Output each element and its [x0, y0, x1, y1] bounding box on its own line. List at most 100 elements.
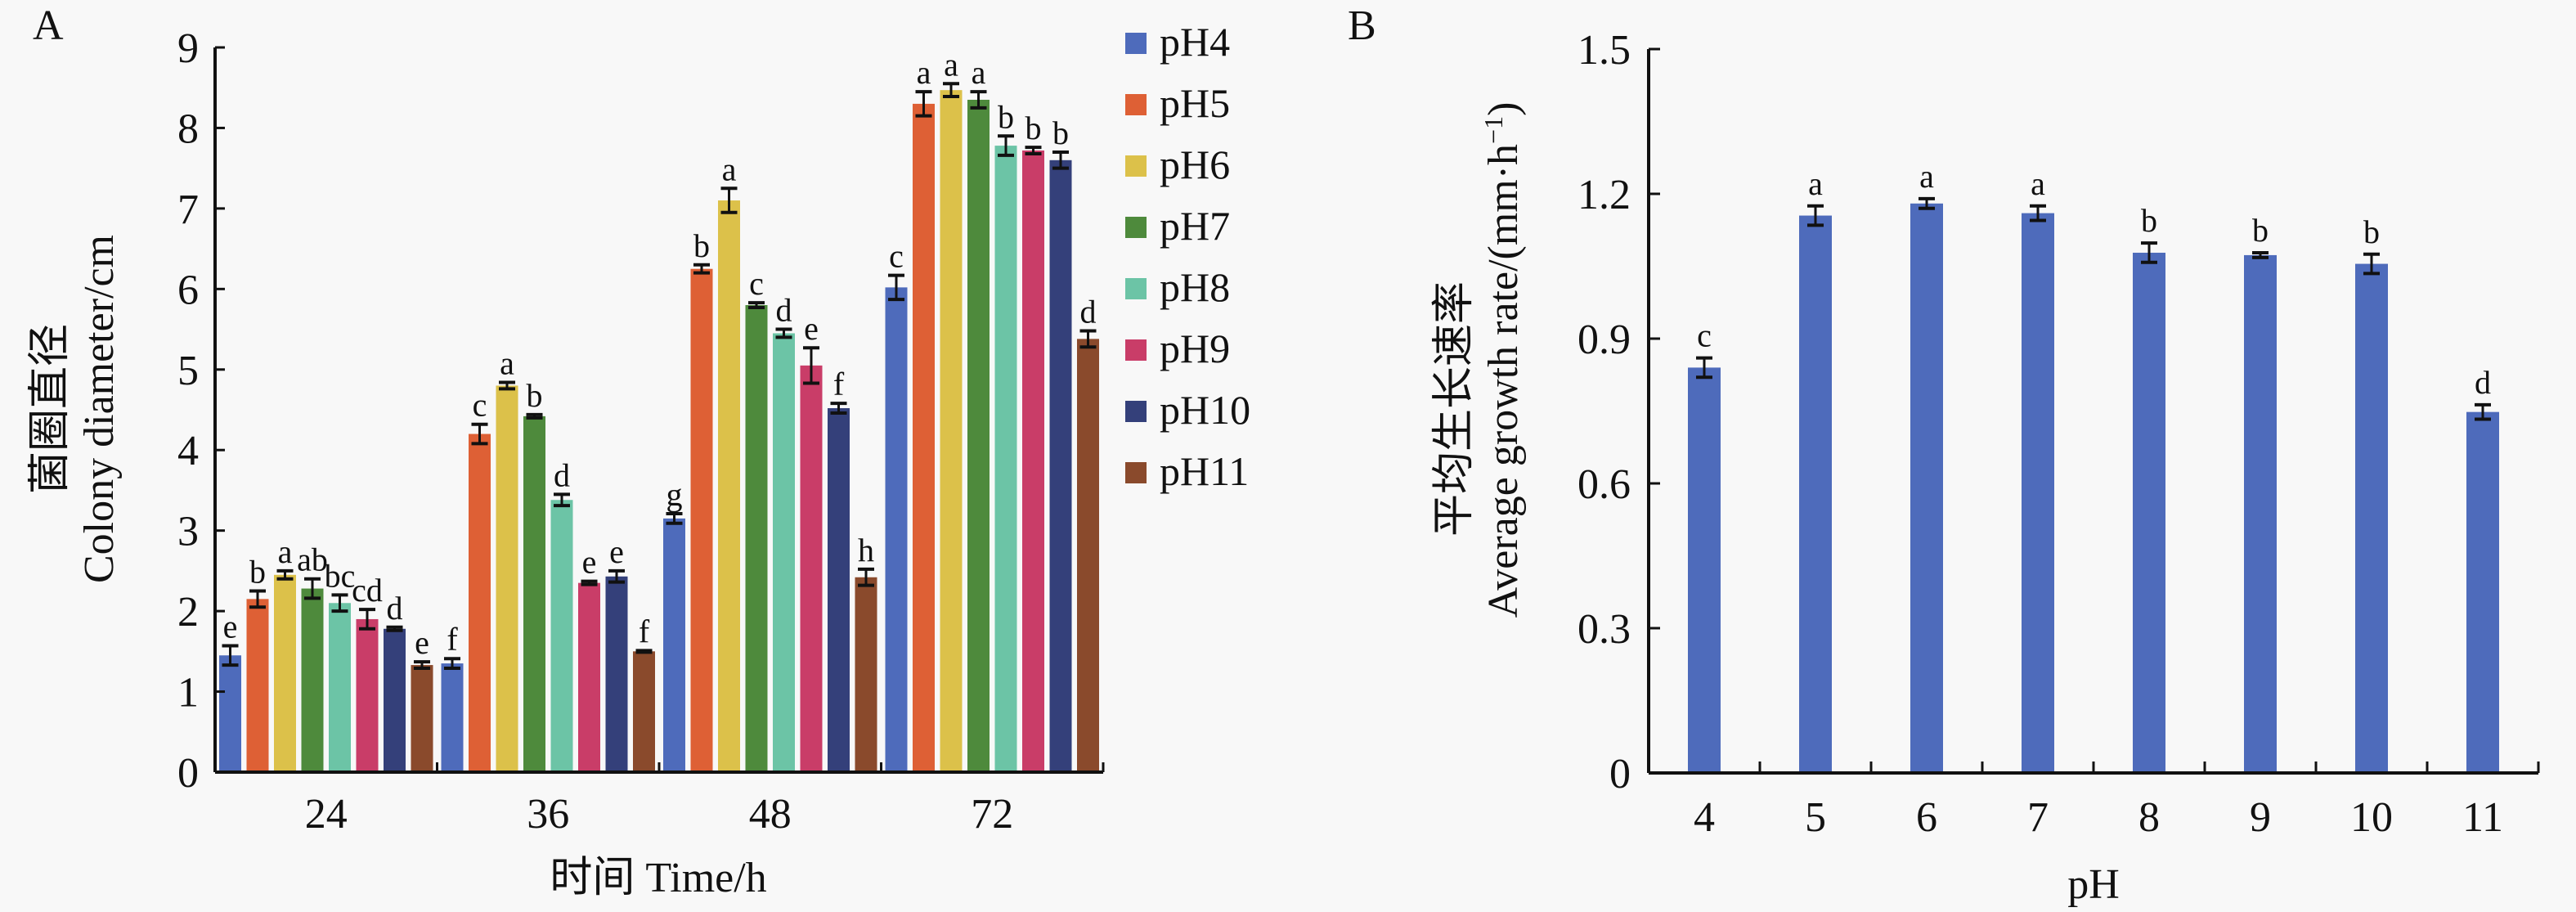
significance-letter: b — [998, 98, 1014, 135]
legend-label-pH5: pH5 — [1160, 80, 1230, 126]
bar-pH8-36 — [550, 500, 573, 772]
y-tick-label: 3 — [177, 509, 199, 555]
legend-label-pH7: pH7 — [1160, 203, 1230, 249]
bar-pH6-24 — [274, 574, 296, 772]
panel-b-ylabel-en: Average growth rate/(mm·h−1) — [1479, 102, 1527, 618]
significance-letter: b — [249, 554, 266, 591]
bar-pH7-48 — [745, 305, 768, 772]
panel-a-axes: 24 36 48 72 0 1 2 3 4 5 6 7 8 9 — [177, 25, 1105, 838]
y-tick-label: 5 — [177, 348, 199, 394]
legend-label-pH8: pH8 — [1160, 264, 1230, 310]
significance-letter: c — [1697, 317, 1712, 354]
bar-pH5 — [1799, 215, 1832, 773]
bar-pH8 — [2133, 252, 2165, 774]
panel-b-xlabel: pH — [2067, 861, 2120, 908]
significance-letter: d — [387, 590, 403, 627]
y-tick-label: 8 — [177, 106, 199, 152]
bar-pH11-72 — [1077, 339, 1099, 772]
significance-letter: b — [2141, 202, 2157, 239]
panel-a-xlabel: 时间 Time/h — [550, 855, 766, 901]
significance-letter: b — [1025, 110, 1042, 146]
significance-letter: f — [447, 621, 458, 658]
significance-letter: e — [415, 624, 429, 661]
bar-pH10-48 — [828, 408, 850, 772]
x-tick-label: 8 — [2138, 794, 2160, 841]
bar-pH11-36 — [633, 651, 655, 772]
bar-pH10-72 — [1049, 159, 1072, 773]
legend-swatch-pH9 — [1125, 339, 1147, 361]
significance-letter: a — [500, 345, 514, 382]
panel-b-ylabel-close: ) — [1480, 102, 1527, 116]
y-tick-label: 9 — [177, 25, 199, 72]
bar-pH5-72 — [913, 103, 935, 772]
bar-pH6-36 — [496, 385, 518, 772]
bar-pH11-48 — [855, 577, 877, 772]
y-tick-label: 1.5 — [1577, 27, 1631, 74]
x-tick-label: 48 — [749, 791, 792, 838]
significance-letter: d — [2475, 364, 2491, 401]
legend-swatch-pH5 — [1125, 94, 1147, 115]
significance-letter: a — [1808, 165, 1823, 202]
significance-letter: b — [2252, 212, 2269, 249]
significance-letter: c — [749, 265, 764, 302]
legend-swatch-pH4 — [1125, 33, 1147, 54]
panel-a: A 菌圈直径 Colony diameter/cm 时间 Time/h eba a… — [27, 2, 1250, 901]
bar-pH8-24 — [329, 603, 351, 772]
bar-pH7 — [2022, 213, 2054, 774]
panel-a-ylabel-cn: 菌圈直径 — [27, 324, 74, 494]
significance-letter: b — [2363, 213, 2380, 250]
significance-letter: f — [639, 613, 650, 649]
bar-pH4 — [1688, 367, 1721, 773]
legend-swatch-pH10 — [1125, 401, 1147, 422]
legend-label-pH11: pH11 — [1160, 448, 1249, 494]
legend-label-pH4: pH4 — [1160, 19, 1230, 65]
bar-pH11 — [2466, 411, 2499, 773]
legend-label-pH6: pH6 — [1160, 142, 1230, 187]
bar-pH11-24 — [411, 665, 433, 772]
x-tick-label: 5 — [1805, 794, 1826, 841]
x-tick-label: 11 — [2462, 794, 2503, 841]
x-tick-label: 24 — [305, 791, 348, 838]
significance-letter: d — [776, 292, 792, 329]
significance-letter: a — [917, 54, 931, 91]
y-tick-label: 1 — [177, 670, 199, 717]
y-tick-label: 0 — [1609, 751, 1631, 797]
legend-swatch-pH11 — [1125, 462, 1147, 483]
bar-pH8-48 — [773, 333, 795, 772]
panel-a-label: A — [33, 2, 64, 49]
legend-swatch-pH8 — [1125, 278, 1147, 299]
panel-b-ylabel-sup: −1 — [1479, 116, 1508, 144]
significance-letter: e — [223, 608, 238, 645]
bar-pH4-48 — [663, 518, 685, 772]
bar-pH9-48 — [800, 365, 823, 772]
significance-letter: d — [1080, 294, 1097, 330]
x-tick-label: 6 — [1916, 794, 1937, 841]
x-tick-label: 4 — [1694, 794, 1715, 841]
x-tick-label: 9 — [2250, 794, 2271, 841]
significance-letter: c — [889, 238, 904, 275]
legend-swatch-pH7 — [1125, 217, 1147, 238]
significance-letter: a — [2031, 165, 2045, 202]
y-tick-label: 0 — [177, 750, 199, 797]
y-tick-label: 6 — [177, 267, 199, 313]
bar-pH7-24 — [301, 588, 324, 772]
bar-pH9-24 — [356, 618, 379, 772]
significance-letter: a — [944, 46, 958, 83]
legend-label-pH9: pH9 — [1160, 326, 1230, 371]
bar-pH4-24 — [219, 655, 241, 772]
bar-pH5-36 — [469, 434, 491, 772]
bar-pH9 — [2244, 254, 2277, 773]
x-tick-label: 7 — [2027, 794, 2049, 841]
legend-label-pH10: pH10 — [1160, 387, 1250, 433]
significance-letter: a — [278, 533, 293, 570]
y-tick-label: 4 — [177, 428, 199, 474]
significance-letter: g — [666, 476, 683, 513]
y-tick-label: 7 — [177, 186, 199, 233]
panel-b-ylabel-cn: 平均生长速率 — [1431, 281, 1478, 537]
significance-letter: h — [858, 532, 874, 568]
bar-pH10 — [2355, 263, 2388, 773]
significance-letter: a — [972, 54, 986, 91]
y-tick-label: 0.3 — [1577, 606, 1631, 653]
